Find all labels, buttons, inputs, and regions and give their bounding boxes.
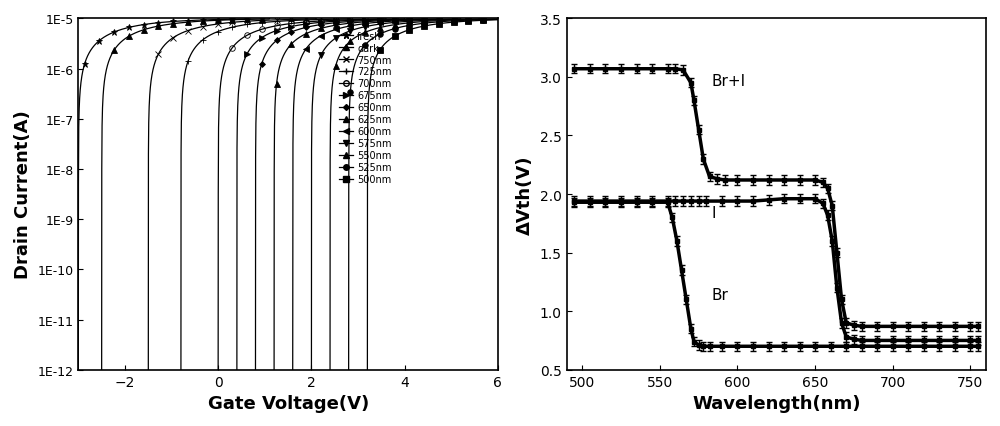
Y-axis label: Drain Current(A): Drain Current(A) [14, 110, 32, 279]
Text: Br+I: Br+I [711, 74, 745, 89]
Text: I: I [711, 206, 716, 221]
X-axis label: Wavelength(nm): Wavelength(nm) [692, 394, 861, 412]
Text: Br: Br [711, 288, 728, 303]
Legend: fresh, dark, 750nm, 725nm, 700nm, 675nm, 650nm, 625nm, 600nm, 575nm, 550nm, 525n: fresh, dark, 750nm, 725nm, 700nm, 675nm,… [335, 28, 396, 188]
X-axis label: Gate Voltage(V): Gate Voltage(V) [208, 394, 369, 412]
Y-axis label: ΔVth(V): ΔVth(V) [516, 155, 534, 234]
